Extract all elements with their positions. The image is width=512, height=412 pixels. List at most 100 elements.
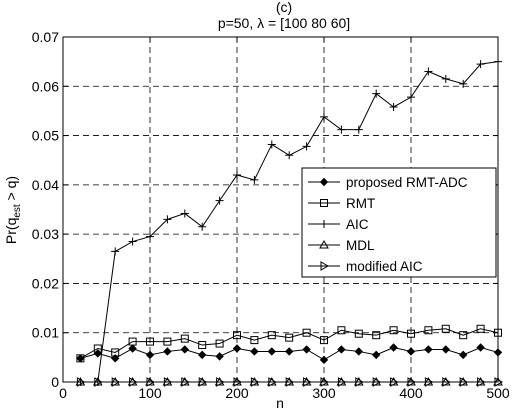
data-point <box>354 329 363 338</box>
y-axis-label-main: Pr(q <box>3 218 19 244</box>
data-point <box>337 125 346 134</box>
legend-marker <box>320 261 330 271</box>
y-axis-label-sub: est <box>12 204 23 218</box>
data-point <box>215 352 224 361</box>
data-point <box>180 334 189 343</box>
figure-label: (c) <box>276 0 292 15</box>
data-point <box>354 125 363 134</box>
legend-entry: proposed RMT-ADC <box>308 175 468 190</box>
chart-title-lambda: λ <box>257 15 264 31</box>
x-axis-label: n <box>276 395 284 411</box>
data-point <box>267 331 276 340</box>
data-point <box>320 112 328 121</box>
data-point <box>476 60 485 69</box>
legend-label: proposed RMT-ADC <box>346 175 468 190</box>
data-point <box>354 347 364 356</box>
legend: proposed RMT-ADC RMT AIC MDL modified AIC <box>301 167 497 278</box>
chart-title-suffix: = [100 80 60] <box>264 15 350 31</box>
data-point <box>128 237 137 246</box>
data-point <box>128 337 137 346</box>
data-point <box>198 341 207 350</box>
x-tick-label: 400 <box>399 385 423 401</box>
y-tick-label: 0.04 <box>32 177 59 193</box>
x-tick-label: 0 <box>59 385 67 401</box>
chart-title: p=50, λ = [100 80 60] <box>218 15 350 31</box>
data-point <box>163 215 172 224</box>
legend-label: AIC <box>346 217 369 232</box>
legend-items: proposed RMT-ADC RMT AIC MDL modified AIC <box>308 175 468 274</box>
data-point <box>406 347 416 356</box>
data-point <box>267 140 276 149</box>
legend-entry: AIC <box>308 217 369 232</box>
y-axis-label-tail: > q) <box>3 176 19 204</box>
data-point <box>146 232 154 241</box>
data-point <box>302 328 311 337</box>
data-point <box>215 196 224 205</box>
data-point <box>76 354 85 363</box>
y-tick-label: 0.05 <box>32 128 59 144</box>
data-point <box>284 347 294 356</box>
series-aic <box>76 57 502 386</box>
data-point <box>93 344 102 353</box>
data-point <box>424 345 433 354</box>
data-point <box>180 345 190 354</box>
legend-marker <box>319 177 329 187</box>
data-point <box>476 324 485 333</box>
legend-marker <box>320 220 328 228</box>
data-point <box>459 79 468 88</box>
y-tick-label: 0.02 <box>32 275 59 291</box>
data-point <box>389 102 398 111</box>
data-point <box>233 171 241 179</box>
data-point <box>458 350 468 360</box>
data-point <box>285 333 294 342</box>
data-point <box>337 345 346 354</box>
data-point <box>146 337 154 346</box>
data-point <box>250 347 259 356</box>
data-point <box>319 355 329 365</box>
data-point <box>111 247 120 256</box>
data-point <box>197 350 207 360</box>
data-point <box>180 209 189 218</box>
data-point <box>302 142 311 151</box>
data-point <box>407 93 415 102</box>
legend-box <box>301 167 497 278</box>
data-point <box>407 329 415 338</box>
series-line <box>80 328 499 359</box>
data-point <box>250 336 259 345</box>
chart-title-prefix: p=50, <box>218 15 257 31</box>
data-point <box>424 67 433 76</box>
data-point <box>267 347 277 356</box>
data-point <box>372 89 381 98</box>
data-point <box>233 331 241 340</box>
data-point <box>441 345 451 354</box>
data-point <box>198 222 207 231</box>
data-point <box>111 348 120 357</box>
x-tick-label: 500 <box>486 385 510 401</box>
y-tick-label: 0.06 <box>32 78 59 94</box>
data-point <box>441 324 450 333</box>
data-point <box>128 344 137 353</box>
data-point <box>389 343 398 352</box>
legend-label: modified AIC <box>346 259 423 274</box>
data-point <box>163 337 172 346</box>
data-point <box>389 326 398 335</box>
data-point <box>232 344 242 353</box>
series-rmt <box>76 324 502 363</box>
data-point <box>163 347 172 356</box>
data-point <box>476 343 485 352</box>
legend-entry: modified AIC <box>308 259 423 274</box>
legend-label: RMT <box>346 196 375 211</box>
legend-entry: RMT <box>308 196 375 211</box>
legend-marker <box>319 239 329 249</box>
legend-marker <box>320 199 328 207</box>
data-point <box>424 326 433 335</box>
x-tick-labels: 0 100 200 300 400 500 <box>59 385 510 401</box>
y-tick-labels: 0 0.01 0.02 0.03 0.04 0.05 0.06 0.07 <box>32 29 59 390</box>
data-point <box>459 331 468 340</box>
x-tick-label: 200 <box>225 385 249 401</box>
data-point <box>371 350 381 360</box>
data-point <box>372 331 381 340</box>
data-point <box>337 326 346 335</box>
data-point <box>320 336 328 345</box>
